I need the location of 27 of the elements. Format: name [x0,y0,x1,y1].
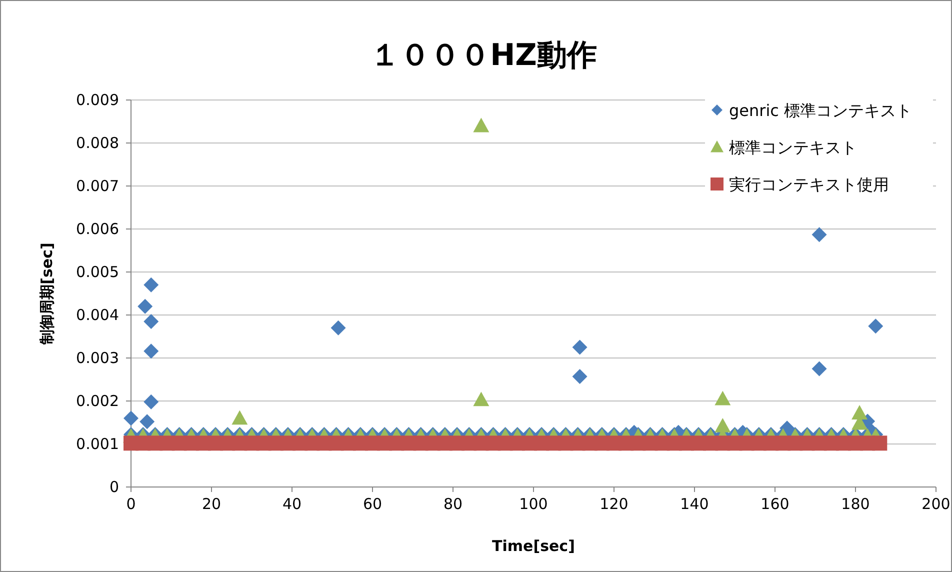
x-tick-label: 140 [680,495,709,513]
x-tick-label: 60 [362,495,382,513]
x-tick-label: 120 [600,495,628,513]
y-tick-label: 0.007 [76,177,119,195]
y-tick-label: 0.006 [76,220,119,238]
y-tick-label: 0.001 [76,435,119,453]
x-tick-label: 40 [282,495,302,513]
x-tick-label: 200 [922,495,950,513]
y-tick-label: 0.002 [76,392,119,410]
x-tick-label: 180 [841,495,870,513]
x-tick-label: 100 [519,495,548,513]
x-axis-title: Time[sec] [492,537,575,555]
x-tick-label: 80 [443,495,463,513]
legend-label: genric 標準コンテキスト [729,101,912,120]
y-tick-label: 0.003 [76,349,119,367]
y-tick-label: 0.008 [76,134,119,152]
legend-label: 標準コンテキスト [729,138,857,157]
y-tick-label: 0.005 [76,263,119,281]
x-tick-label: 20 [202,495,222,513]
y-tick-label: 0.009 [76,91,119,109]
x-tick-label: 160 [760,495,790,513]
x-tick-label: 0 [126,495,136,513]
y-axis-title: 制御周期[sec] [38,242,56,346]
chart-title: １０００HZ動作 [370,38,597,73]
y-tick-label: 0.004 [76,306,119,324]
legend-label: 実行コンテキスト使用 [729,175,889,194]
y-tick-label: 0 [109,478,119,496]
